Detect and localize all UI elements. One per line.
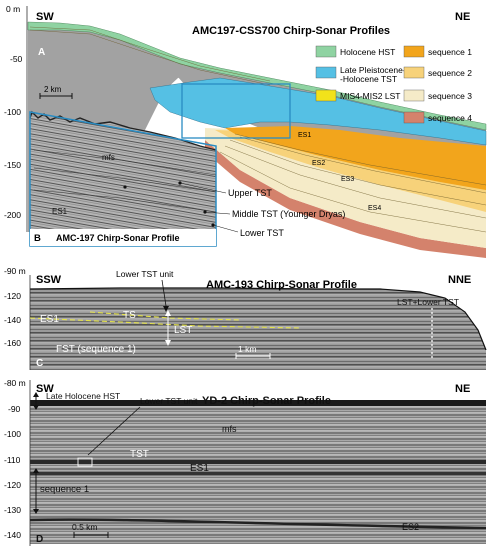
panel-a-legend: Holocene HST sequence 1 Late Pleistocene…	[315, 45, 472, 124]
surface-es2: ES2	[312, 160, 325, 167]
panel-a-right-direction: NE	[455, 11, 470, 23]
panel-c-depth-tick-120: -120	[4, 291, 21, 301]
panel-c-title: AMC-193 Chirp-Sonar Profile	[206, 279, 357, 291]
panel-d-depth-tick-140: -140	[4, 530, 21, 540]
legend-sequence-3: sequence 3	[428, 91, 472, 101]
panel-c: -90 m -120 -140 -160 SSW NNE AMC-193 Chi…	[4, 266, 487, 370]
panel-d-depth-tick-130: -130	[4, 505, 21, 515]
surface-es3: ES3	[341, 176, 354, 183]
panel-d-es2-label: ES2	[402, 522, 419, 532]
panel-c-depth-tick-140: -140	[4, 315, 21, 325]
panel-a-left-direction: SW	[36, 11, 54, 23]
inset-b-sonar-image	[30, 112, 216, 246]
panel-c-scale-label: 1 km	[238, 344, 256, 354]
legend-swatch-tst	[315, 66, 337, 79]
panel-d-depth-tick-90: -90	[8, 404, 21, 414]
legend-tst-line1: Late Pleistocene-	[340, 65, 406, 75]
legend-sequence-1: sequence 1	[428, 47, 472, 57]
panel-c-depth-tick-90: -90 m	[4, 266, 26, 276]
panel-a-depth-tick-100: -100	[4, 107, 21, 117]
panel-d-title: YD-2 Chirp-Sonar Profile	[202, 395, 331, 407]
panel-c-right-direction: NNE	[448, 274, 471, 286]
legend-swatch-sequence-4	[403, 111, 425, 124]
legend-sequence-2: sequence 2	[428, 68, 472, 78]
es1-dashed-line	[29, 317, 301, 329]
panel-d-es1-label: ES1	[190, 463, 209, 474]
inset-b-es1-label: ES1	[52, 207, 68, 216]
panel-a-title: AMC197-CSS700 Chirp-Sonar Profiles	[192, 25, 390, 37]
legend-lst: MIS4-MIS2 LST	[340, 91, 400, 101]
panel-d-sequence1-label: sequence 1	[40, 484, 89, 495]
ts-dashed-line	[89, 311, 241, 321]
panel-c-ts-label: TS	[123, 310, 136, 321]
inset-b-caption-bg	[30, 229, 216, 246]
panel-c-depth-tick-160: -160	[4, 338, 21, 348]
panel-d-depth-tick-120: -120	[4, 480, 21, 490]
callout-middle-tst: Middle TST (Younger Dryas)	[232, 209, 345, 219]
panel-d-depth-tick-80: -80 m	[4, 378, 26, 388]
panel-d-scale-label: 0.5 km	[72, 522, 98, 532]
panel-d: -80 m -90 -100 -110 -120 -130 -140 SW NE…	[4, 378, 487, 546]
panel-c-sonar-image	[30, 288, 486, 370]
panel-d-hst-label: Late Holocene HST	[46, 391, 120, 401]
legend-swatch-holocene-hst	[315, 45, 337, 58]
panel-c-lst-lower-tst-label: LST+Lower TST	[397, 297, 459, 307]
panel-a-depth-tick-200: -200	[4, 210, 21, 220]
panel-a-scale-label: 2 km	[44, 85, 62, 94]
legend-swatch-sequence-3	[403, 89, 425, 102]
surface-es4: ES4	[368, 205, 381, 212]
panel-d-depth-tick-100: -100	[4, 429, 21, 439]
panel-a-depth-tick-150: -150	[4, 160, 21, 170]
callout-lower-tst: Lower TST	[240, 228, 284, 238]
panel-c-lower-tst-label: Lower TST unit	[116, 269, 174, 279]
legend-tst-line2: -Holocene TST	[340, 74, 397, 84]
panel-c-es1-label: ES1	[40, 314, 59, 325]
legend-tst: Late Pleistocene- -Holocene TST	[340, 65, 408, 84]
panel-a-depth-tick-0: 0 m	[6, 4, 20, 14]
inset-b-box-letter: B	[186, 126, 193, 136]
panel-c-fst-label: FST (sequence 1)	[56, 344, 136, 355]
legend-swatch-lst	[315, 89, 337, 102]
sequence-4-layer	[205, 140, 486, 258]
inset-b-location-box	[181, 83, 291, 139]
panel-a-depth-tick-50: -50	[10, 54, 23, 64]
surface-es1: ES1	[298, 132, 311, 139]
inset-b-caption: AMC-197 Chirp-Sonar Profile	[56, 233, 180, 243]
panel-d-lower-tst-label: Lower TST unit	[140, 396, 198, 406]
legend-sequence-4: sequence 4	[428, 113, 472, 123]
legend-swatch-sequence-1	[403, 45, 425, 58]
inset-b: mfs ES1 Upper TST Middle TST (Younger Dr…	[29, 110, 345, 247]
panel-c-letter: C	[36, 358, 43, 369]
panel-d-mfs-label: mfs	[222, 424, 237, 434]
reflector-lines	[29, 26, 487, 233]
legend-swatch-sequence-2	[403, 66, 425, 79]
callout-dot-upper-tst	[123, 185, 127, 189]
panel-d-right-direction: NE	[455, 383, 470, 395]
inset-b-mfs-label: mfs	[102, 153, 115, 162]
sequence-1-layer	[225, 126, 486, 190]
panel-d-tst-label: TST	[130, 449, 149, 460]
inset-b-letter: B	[34, 233, 41, 244]
panel-c-left-direction: SSW	[36, 274, 62, 286]
panel-d-left-direction: SW	[36, 383, 54, 395]
late-pleistocene-tst-layer	[149, 77, 487, 146]
callout-upper-tst: Upper TST	[228, 188, 272, 198]
panel-d-depth-tick-110: -110	[4, 455, 21, 465]
panel-c-lst-label: LST	[174, 325, 192, 336]
legend-holocene-hst: Holocene HST	[340, 47, 395, 57]
panel-d-letter: D	[36, 534, 43, 545]
panel-a-letter: A	[38, 47, 45, 58]
